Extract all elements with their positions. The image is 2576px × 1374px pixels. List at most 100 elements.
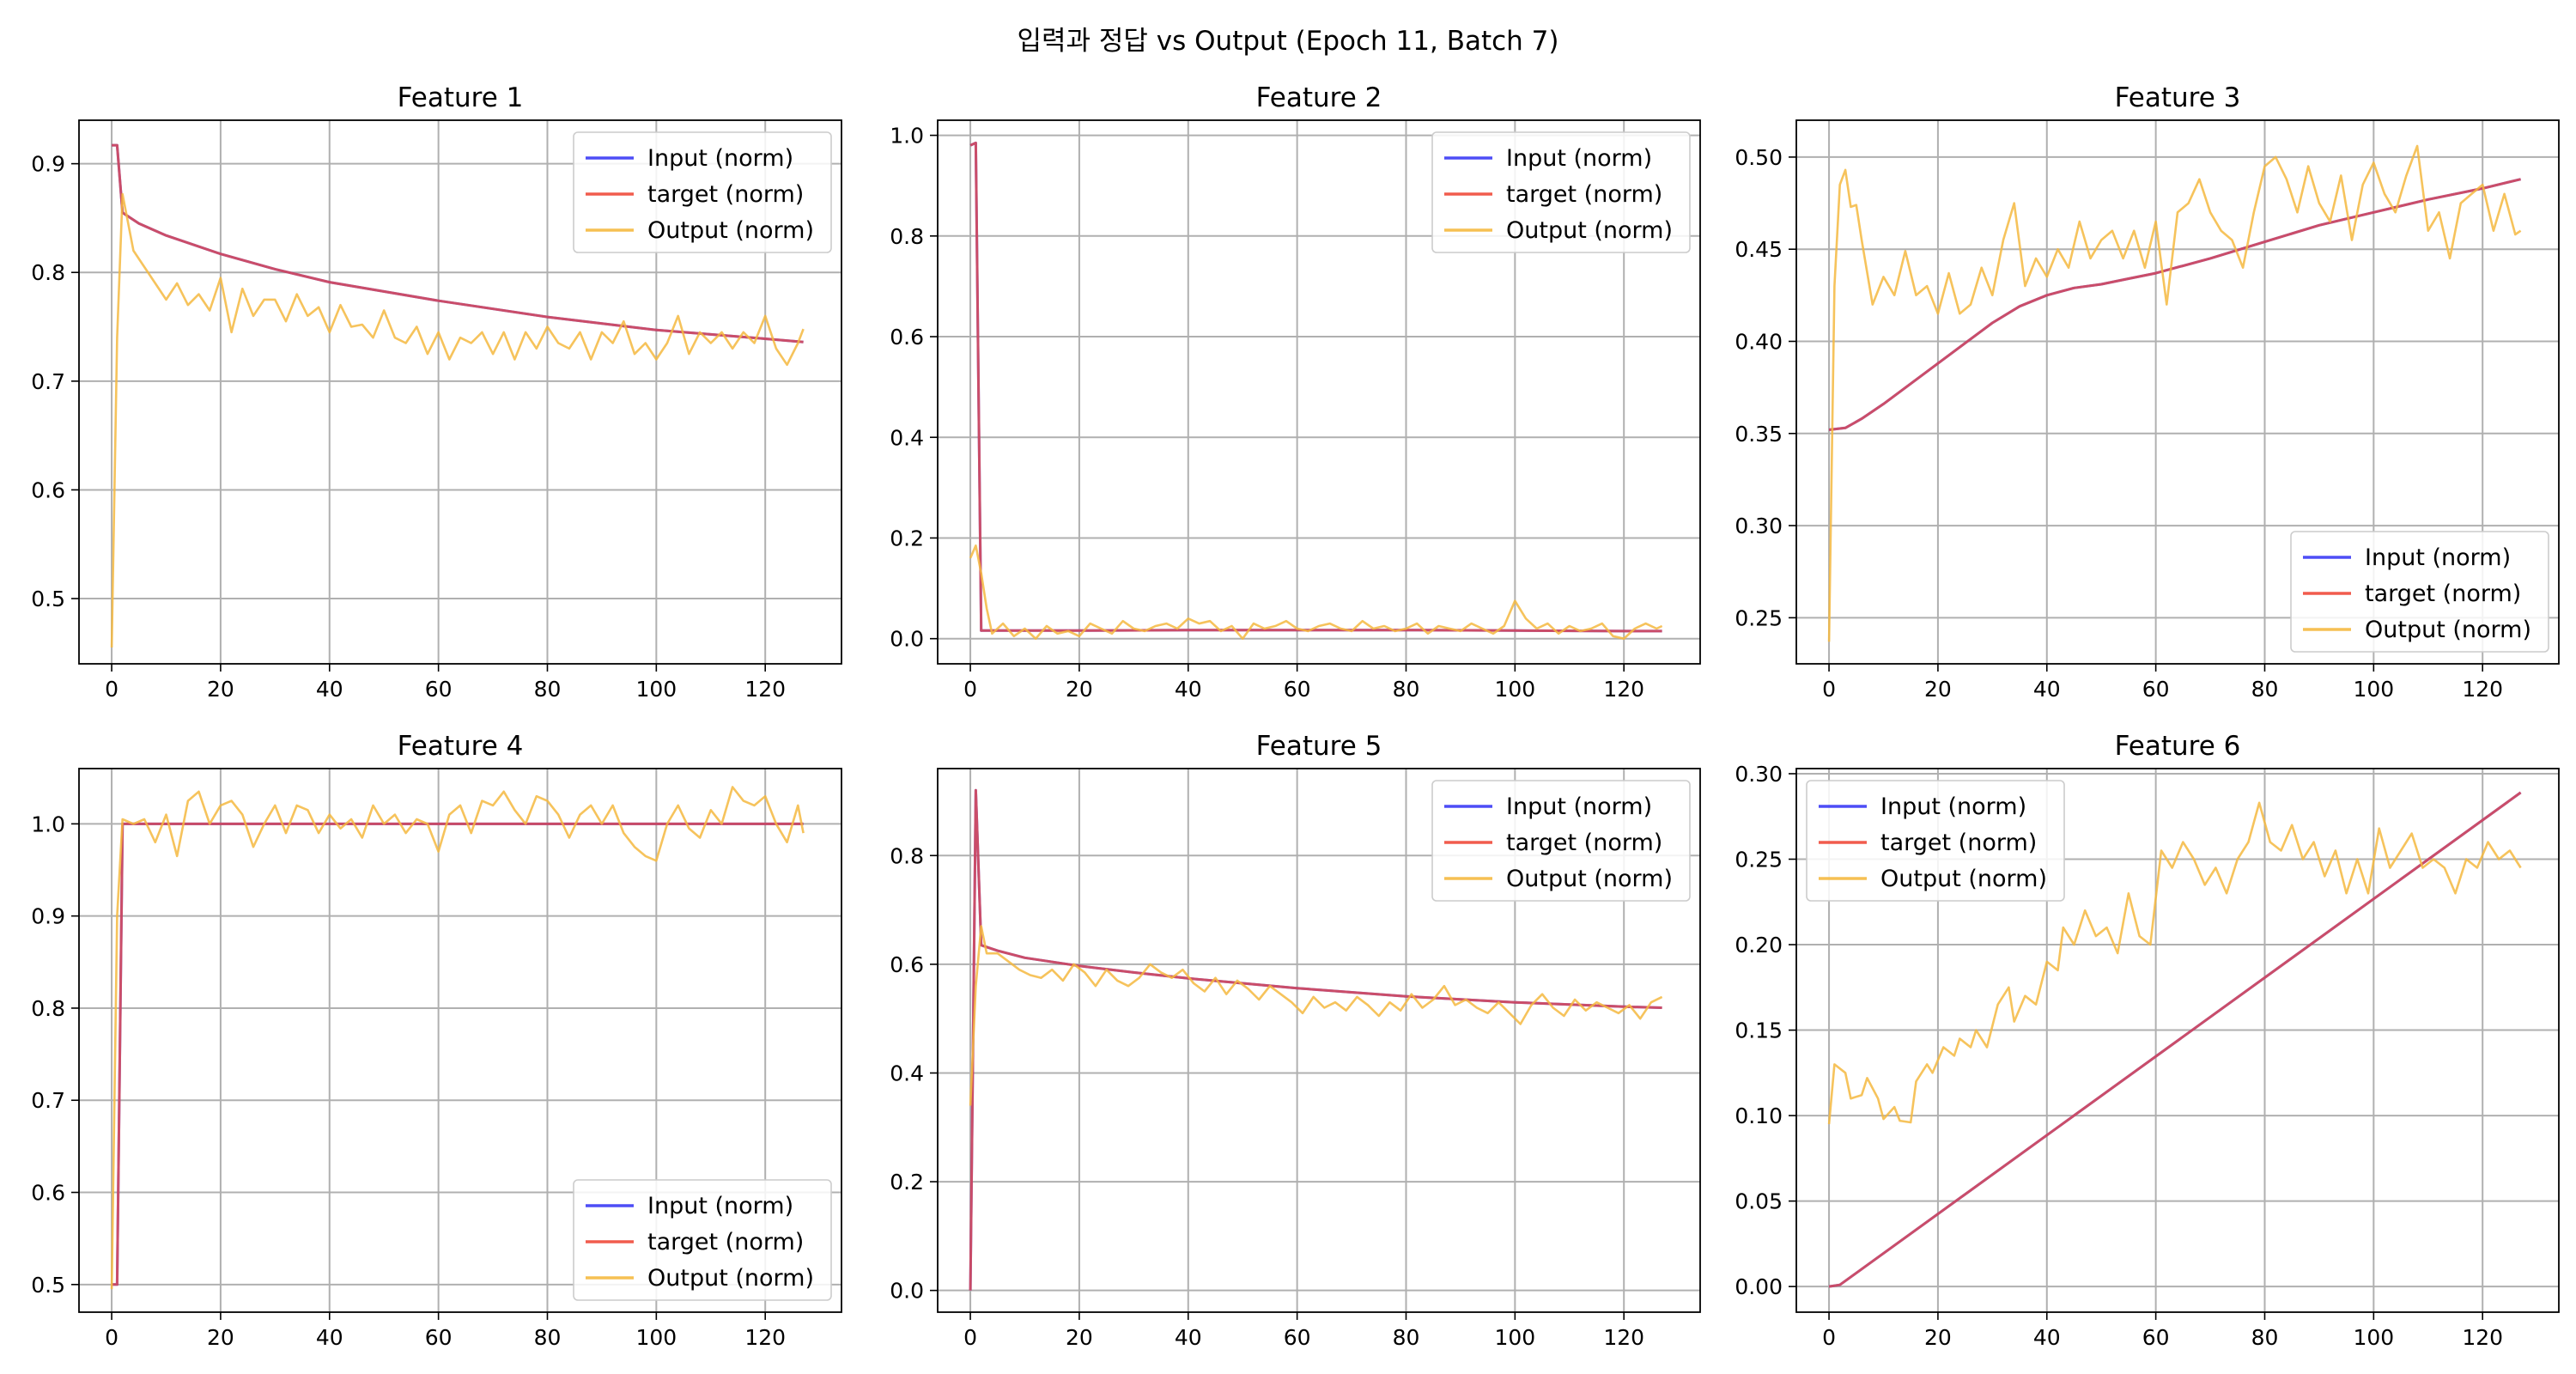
x-tick-label: 100 — [635, 1325, 677, 1350]
y-tick-label: 0.30 — [1735, 762, 1783, 787]
x-tick-label: 40 — [2033, 1325, 2061, 1350]
subplot-feature-5: 0 20 40 60 80 100 120 0.0 0.2 0.4 0.6 0.8 Feature 5 I… — [890, 731, 1701, 1350]
legend-label: Output (norm) — [1880, 866, 2047, 892]
legend: Input (norm) target (norm) Output (norm) — [2290, 531, 2549, 653]
series-line-target — [969, 788, 1662, 1291]
x-tick-label: 40 — [2033, 677, 2061, 702]
legend-box — [573, 131, 832, 253]
y-tick-label: 0.15 — [1735, 1018, 1783, 1043]
x-tick-label: 20 — [1924, 1325, 1952, 1350]
series-line-target — [1828, 178, 2521, 431]
subplot-title: Feature 4 — [398, 731, 524, 762]
y-tick-label: 0.7 — [31, 369, 65, 394]
legend-label: Input (norm) — [1506, 145, 1652, 172]
x-tick-label: 20 — [1066, 677, 1093, 702]
subplot-title: Feature 6 — [2115, 731, 2241, 762]
y-tick-label: 1.0 — [31, 812, 65, 836]
legend-label: Input (norm) — [1506, 793, 1652, 820]
x-tick-label: 60 — [425, 1325, 453, 1350]
legend-box — [1431, 131, 1691, 253]
y-tick-label: 0.0 — [890, 627, 924, 652]
legend: Input (norm) target (norm) Output (norm) — [573, 131, 832, 253]
series-line-target — [1828, 791, 2522, 1288]
x-tick-label: 60 — [2142, 677, 2170, 702]
axes-frame — [937, 768, 1701, 1313]
legend-label: target (norm) — [2365, 581, 2521, 607]
x-tick-label: 80 — [1393, 677, 1420, 702]
series-line-output — [1827, 801, 2522, 1125]
y-tick-label: 0.45 — [1735, 237, 1783, 262]
y-tick-label: 1.0 — [890, 124, 924, 149]
x-tick-label: 0 — [1822, 1325, 1836, 1350]
x-tick-label: 100 — [1494, 1325, 1535, 1350]
legend: Input (norm) target (norm) Output (norm) — [573, 1179, 832, 1301]
x-tick-label: 120 — [2462, 1325, 2503, 1350]
series-line-input — [1828, 178, 2521, 431]
x-tick-label: 120 — [1603, 1325, 1644, 1350]
y-tick-label: 0.10 — [1735, 1103, 1783, 1128]
legend-label: Input (norm) — [2365, 544, 2511, 571]
legend-label: Input (norm) — [647, 1193, 793, 1219]
x-tick-label: 20 — [207, 1325, 234, 1350]
y-tick-label: 0.25 — [1735, 848, 1783, 872]
y-tick-label: 0.30 — [1735, 514, 1783, 538]
y-tick-label: 0.6 — [890, 325, 924, 350]
subplot-title: Feature 2 — [1256, 82, 1382, 113]
legend: Input (norm) target (norm) Output (norm) — [1431, 780, 1691, 902]
subplot-feature-1: 0 20 40 60 80 100 120 0.5 0.6 0.7 0.8 0.9 Feature 1 I… — [31, 82, 842, 702]
x-tick-label: 0 — [105, 1325, 118, 1350]
legend-label: Output (norm) — [1506, 866, 1673, 892]
legend-label: Output (norm) — [647, 217, 814, 244]
x-tick-label: 40 — [316, 677, 343, 702]
x-tick-label: 80 — [2251, 1325, 2279, 1350]
legend-label: Output (norm) — [1506, 217, 1673, 244]
series-line-output — [969, 544, 1663, 641]
x-tick-label: 40 — [1175, 1325, 1202, 1350]
y-tick-label: 0.4 — [890, 1061, 924, 1085]
x-tick-label: 20 — [1924, 677, 1952, 702]
legend-box — [2290, 531, 2549, 653]
x-tick-label: 80 — [534, 1325, 562, 1350]
legend-box — [1806, 780, 2065, 902]
legend-label: Output (norm) — [647, 1265, 814, 1292]
y-tick-label: 0.25 — [1735, 605, 1783, 630]
series-line-output — [110, 192, 805, 648]
y-tick-label: 0.35 — [1735, 422, 1783, 447]
y-tick-label: 0.4 — [890, 425, 924, 450]
x-tick-label: 120 — [744, 677, 786, 702]
y-tick-label: 0.7 — [31, 1088, 65, 1113]
y-tick-label: 0.9 — [31, 152, 65, 177]
axes-frame — [937, 119, 1701, 665]
subplot-title: Feature 1 — [398, 82, 524, 113]
x-tick-label: 0 — [963, 677, 977, 702]
subplot-feature-3: 0 20 40 60 80 100 120 0.25 0.30 0.35 0.40 0.45 0.50 F… — [1735, 82, 2560, 702]
y-tick-label: 0.8 — [31, 996, 65, 1021]
legend-label: target (norm) — [647, 181, 804, 208]
y-tick-label: 0.2 — [890, 1170, 924, 1195]
x-tick-label: 40 — [316, 1325, 343, 1350]
y-tick-label: 0.8 — [31, 260, 65, 285]
y-tick-label: 0.0 — [890, 1279, 924, 1304]
subplot-feature-6: 0 20 40 60 80 100 120 0.00 0.05 0.10 0.15 0.20 0.25 0… — [1735, 731, 2560, 1350]
y-tick-label: 0.9 — [31, 904, 65, 929]
x-tick-label: 100 — [2353, 1325, 2394, 1350]
y-tick-label: 0.5 — [31, 587, 65, 611]
legend-label: Output (norm) — [2365, 617, 2531, 643]
x-tick-label: 40 — [1175, 677, 1202, 702]
subplot-title: Feature 5 — [1256, 731, 1382, 762]
y-tick-label: 0.6 — [890, 952, 924, 977]
series-line-output — [969, 925, 1663, 1106]
legend: Input (norm) target (norm) Output (norm) — [1431, 131, 1691, 253]
legend-label: target (norm) — [1880, 830, 2037, 856]
series-line-output — [110, 786, 805, 1290]
legend-box — [1431, 780, 1691, 902]
y-tick-label: 0.5 — [31, 1273, 65, 1298]
x-tick-label: 120 — [1603, 677, 1644, 702]
x-tick-label: 100 — [1494, 677, 1535, 702]
x-tick-label: 80 — [2251, 677, 2279, 702]
y-tick-label: 0.40 — [1735, 329, 1783, 354]
series-line-output — [1827, 144, 2522, 642]
subplot-title: Feature 3 — [2115, 82, 2241, 113]
y-tick-label: 0.20 — [1735, 933, 1783, 958]
